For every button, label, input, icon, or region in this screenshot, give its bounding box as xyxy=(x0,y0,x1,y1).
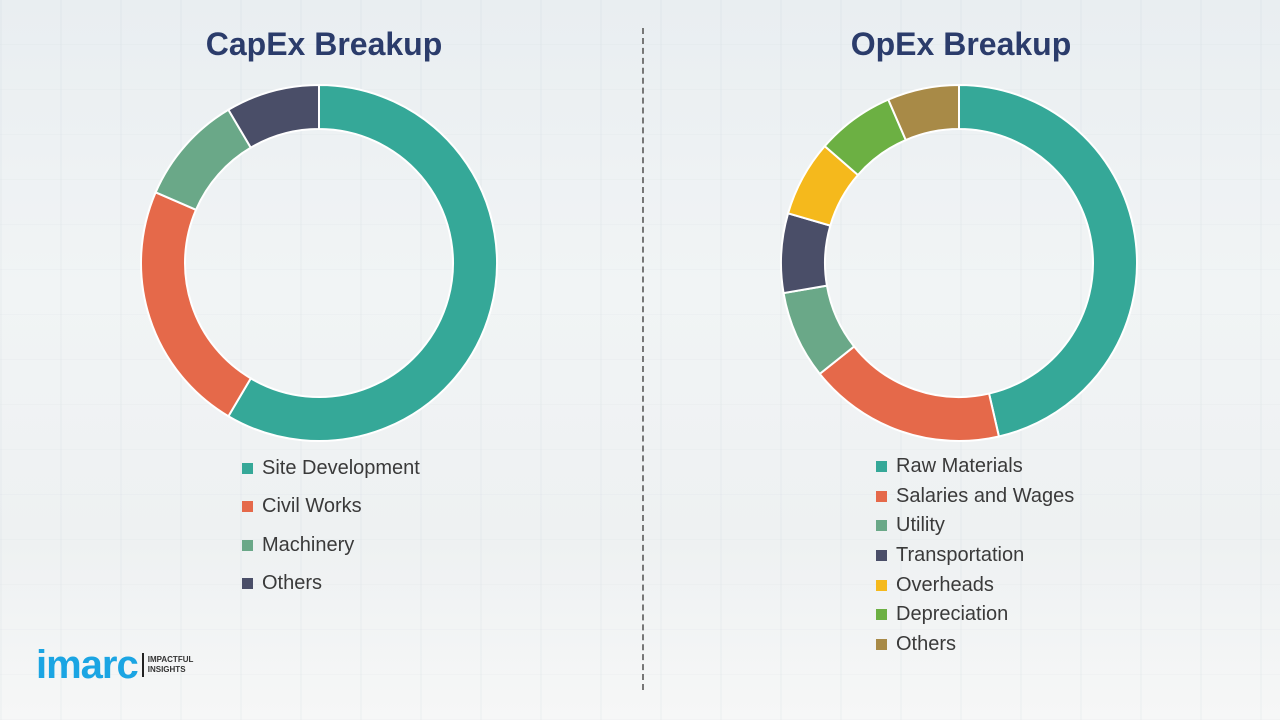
legend-label: Overheads xyxy=(896,573,994,596)
legend-label: Raw Materials xyxy=(896,455,1023,478)
capex-slice-others xyxy=(227,83,320,150)
legend-item: Depreciation xyxy=(876,600,1074,630)
legend-swatch xyxy=(242,539,253,551)
capex-legend: Site Development Civil Works Machinery Othe… xyxy=(242,449,420,603)
legend-item: Transportation xyxy=(876,541,1074,571)
legend-label: Machinery xyxy=(262,533,355,556)
legend-item: Civil Works xyxy=(242,488,420,527)
legend-label: Utility xyxy=(896,514,945,537)
logo-tagline: IMPACTFUL INSIGHTS xyxy=(147,655,194,674)
legend-swatch xyxy=(876,520,887,532)
legend-swatch xyxy=(876,579,887,591)
legend-item: Others xyxy=(876,630,1074,660)
logo-wordmark: imarc xyxy=(36,643,139,687)
legend-swatch xyxy=(242,578,253,590)
legend-item: Others xyxy=(242,565,420,604)
opex-slice-others xyxy=(886,83,960,142)
chart-divider xyxy=(642,28,644,690)
capex-slice-site-development xyxy=(227,83,498,442)
opex-legend: Raw Materials Salaries and Wages Utility Tr… xyxy=(876,452,1074,659)
legend-swatch xyxy=(876,490,887,502)
legend-swatch xyxy=(876,461,887,473)
opex-chart-title: OpEx Breakup xyxy=(850,26,1072,62)
legend-swatch xyxy=(876,550,887,562)
opex-slice-transportation xyxy=(780,212,832,295)
logo-separator xyxy=(141,653,144,677)
legend-label: Transportation xyxy=(896,544,1025,567)
legend-swatch xyxy=(876,638,887,650)
legend-label: Others xyxy=(262,572,323,595)
legend-item: Utility xyxy=(876,511,1074,541)
legend-swatch xyxy=(242,501,253,513)
opex-slice-salaries-and-wages xyxy=(818,345,1001,442)
legend-item: Salaries and Wages xyxy=(876,482,1074,512)
legend-item: Site Development xyxy=(242,449,420,488)
capex-slice-civil-works xyxy=(140,190,253,418)
opex-slice-raw-materials xyxy=(958,83,1138,438)
imarc-logo: imarc IMPACTFUL INSIGHTS xyxy=(36,645,193,685)
legend-label: Civil Works xyxy=(262,495,362,518)
capex-chart-title: CapEx Breakup xyxy=(205,26,443,62)
legend-label: Salaries and Wages xyxy=(896,484,1075,507)
legend-item: Machinery xyxy=(242,526,420,565)
legend-label: Site Development xyxy=(262,456,420,479)
legend-label: Depreciation xyxy=(896,603,1009,626)
legend-label: Others xyxy=(896,632,957,655)
legend-item: Raw Materials xyxy=(876,452,1074,482)
legend-swatch xyxy=(242,462,253,474)
legend-item: Overheads xyxy=(876,570,1074,600)
legend-swatch xyxy=(876,609,887,621)
